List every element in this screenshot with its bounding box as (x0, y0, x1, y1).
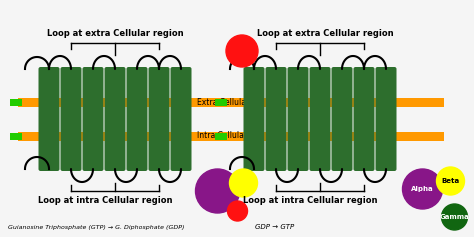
Bar (10, 99, 22, 105)
FancyBboxPatch shape (265, 67, 286, 171)
Text: Intra Cellular: Intra Cellular (198, 132, 247, 141)
FancyBboxPatch shape (354, 67, 374, 171)
Bar (224, 97, 445, 106)
Bar (10, 132, 22, 140)
Circle shape (437, 167, 465, 195)
Text: Loop at intra Cellular region: Loop at intra Cellular region (243, 196, 377, 205)
FancyBboxPatch shape (104, 67, 126, 171)
Text: Loop at extra Cellular region: Loop at extra Cellular region (46, 29, 183, 38)
Circle shape (441, 204, 467, 230)
Text: Beta: Beta (441, 178, 460, 184)
Bar (224, 132, 445, 141)
FancyBboxPatch shape (82, 67, 103, 171)
Circle shape (195, 169, 239, 213)
Bar (18, 132, 239, 141)
Text: Loop at intra Cellular region: Loop at intra Cellular region (38, 196, 172, 205)
FancyBboxPatch shape (171, 67, 191, 171)
Text: Extra Cellular: Extra Cellular (198, 97, 250, 106)
FancyBboxPatch shape (148, 67, 170, 171)
FancyBboxPatch shape (127, 67, 147, 171)
Circle shape (226, 35, 258, 67)
Text: Loop at extra Cellular region: Loop at extra Cellular region (257, 29, 393, 38)
Bar (216, 132, 228, 140)
Text: Alpha: Alpha (411, 186, 434, 192)
FancyBboxPatch shape (244, 67, 264, 171)
Bar (216, 99, 228, 105)
FancyBboxPatch shape (61, 67, 82, 171)
FancyBboxPatch shape (310, 67, 330, 171)
Text: Gamma: Gamma (439, 214, 469, 220)
FancyBboxPatch shape (375, 67, 396, 171)
Circle shape (228, 201, 247, 221)
Bar (18, 97, 239, 106)
FancyBboxPatch shape (38, 67, 60, 171)
Text: Guianosine Triphosphate (GTP) → G. Diphosphate (GDP): Guianosine Triphosphate (GTP) → G. Dipho… (8, 224, 184, 229)
Circle shape (229, 169, 257, 197)
Circle shape (402, 169, 443, 209)
FancyBboxPatch shape (331, 67, 353, 171)
Text: GDP → GTP: GDP → GTP (255, 224, 294, 230)
FancyBboxPatch shape (288, 67, 309, 171)
